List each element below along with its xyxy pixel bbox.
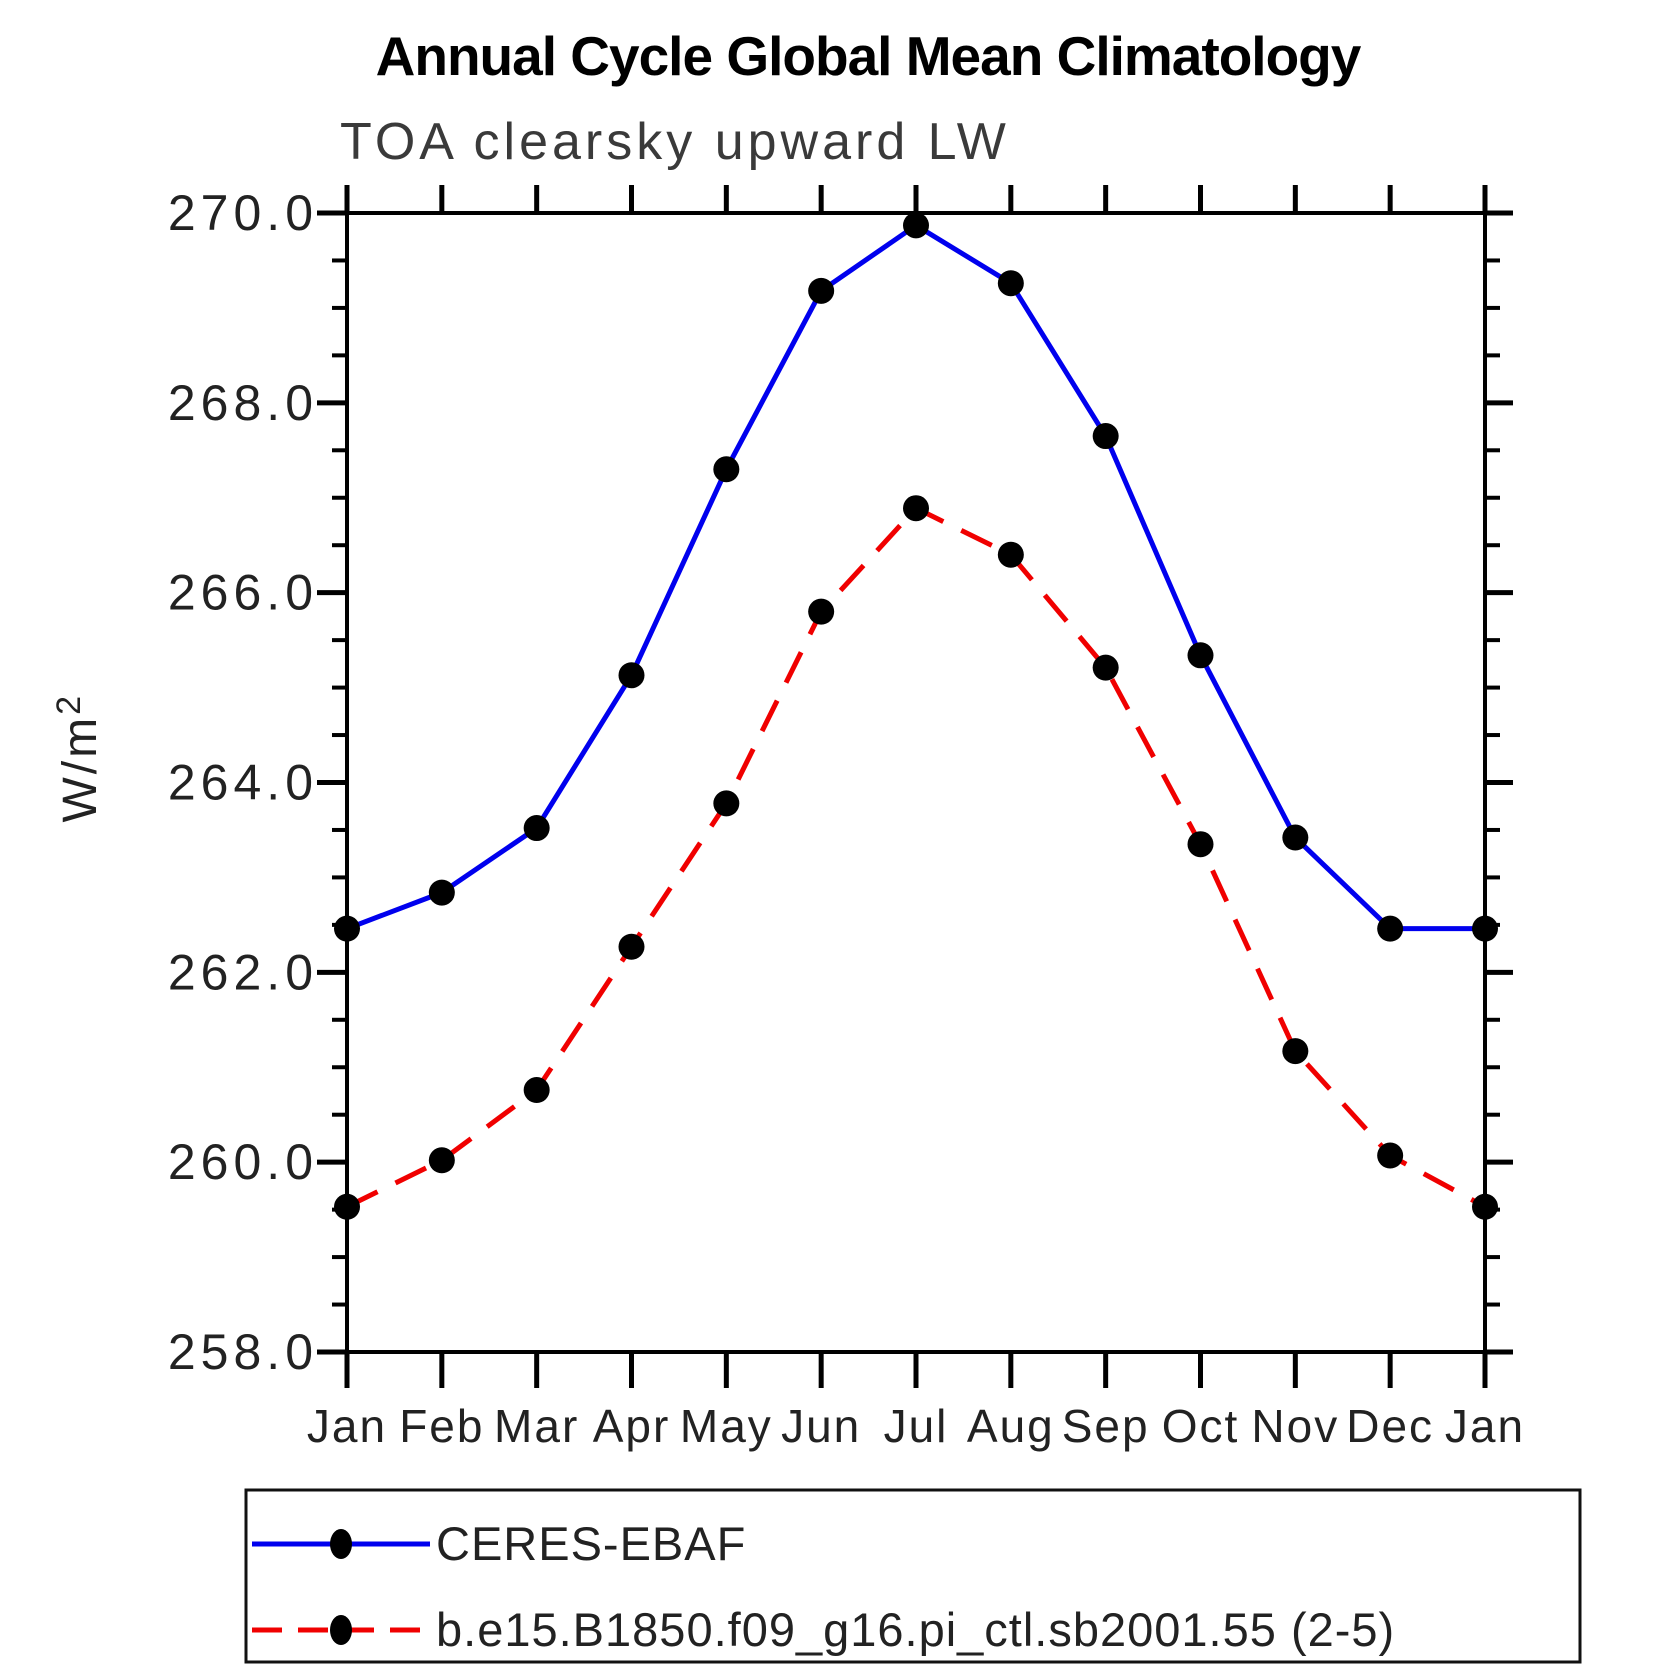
data-point-marker [428, 879, 455, 906]
data-point-marker [523, 815, 550, 842]
data-point-marker [1282, 824, 1309, 851]
data-point-marker [997, 541, 1024, 568]
data-point-marker [618, 933, 645, 960]
x-tick-label: May [680, 1400, 773, 1452]
chart-subtitle: TOA clearsky upward LW [340, 113, 1010, 171]
data-point-marker [997, 270, 1024, 297]
y-tick-label: 268.0 [168, 375, 318, 431]
data-point-marker [1472, 1193, 1498, 1220]
x-tick-label: Jul [884, 1400, 949, 1452]
y-tick-label: 264.0 [168, 755, 318, 811]
data-point-marker [1472, 915, 1498, 942]
x-tick-label: Jan [1445, 1400, 1525, 1452]
x-tick-label: Feb [399, 1400, 484, 1452]
x-tick-label: Dec [1346, 1400, 1434, 1452]
data-point-marker [1092, 423, 1119, 450]
legend-marker [330, 1615, 352, 1645]
data-point-marker [1187, 642, 1214, 669]
data-point-marker [523, 1077, 550, 1104]
data-point-marker [713, 790, 740, 817]
data-point-marker [1282, 1038, 1309, 1065]
legend-marker [330, 1529, 352, 1559]
data-point-marker [618, 662, 645, 689]
legend-label: b.e15.B1850.f09_g16.pi_ctl.sb2001.55 (2-… [436, 1603, 1395, 1656]
data-point-marker [808, 277, 835, 304]
data-point-marker [903, 495, 929, 522]
series-line-0 [346, 222, 1485, 932]
plot-border [345, 211, 1487, 1354]
data-point-marker [903, 212, 929, 239]
x-tick-label: Jan [307, 1400, 387, 1452]
x-tick-label: Aug [967, 1400, 1055, 1452]
x-tick-label: Nov [1251, 1400, 1339, 1452]
data-point-marker [1092, 654, 1119, 681]
y-tick-label: 266.0 [168, 565, 318, 621]
data-point-marker [1187, 831, 1214, 858]
x-tick-label: Apr [593, 1400, 671, 1452]
legend-label: CERES-EBAF [436, 1517, 746, 1570]
x-tick-label: Mar [494, 1400, 579, 1452]
data-point-marker [334, 915, 360, 942]
legend-box [244, 1488, 1582, 1664]
data-point-marker [808, 598, 835, 625]
y-tick-label: 270.0 [168, 185, 318, 241]
x-tick-label: Sep [1062, 1400, 1150, 1452]
data-point-marker [1377, 915, 1404, 942]
x-tick-label: Jun [781, 1400, 861, 1452]
chart-title: Annual Cycle Global Mean Climatology [375, 25, 1362, 87]
data-point-marker [334, 1193, 360, 1220]
y-tick-label: 260.0 [168, 1134, 318, 1190]
y-tick-label: 262.0 [168, 944, 318, 1000]
data-point-marker [428, 1147, 455, 1174]
y-axis-title: W/m2 [50, 693, 107, 823]
x-tick-label: Oct [1162, 1400, 1240, 1452]
data-point-marker [713, 456, 740, 483]
y-tick-label: 258.0 [168, 1324, 318, 1380]
data-point-marker [1377, 1142, 1404, 1169]
